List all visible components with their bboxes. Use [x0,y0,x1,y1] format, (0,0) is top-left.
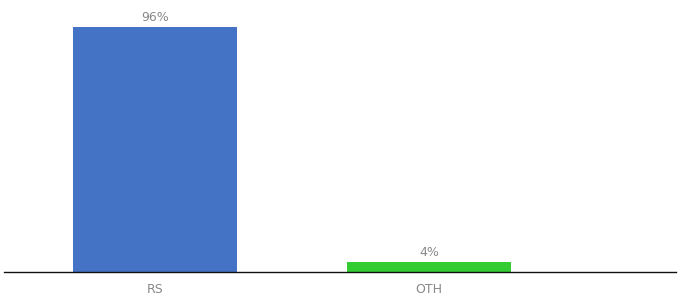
Text: 4%: 4% [419,246,439,259]
Bar [347,262,511,272]
Text: 96%: 96% [141,11,169,24]
Bar [73,27,237,272]
